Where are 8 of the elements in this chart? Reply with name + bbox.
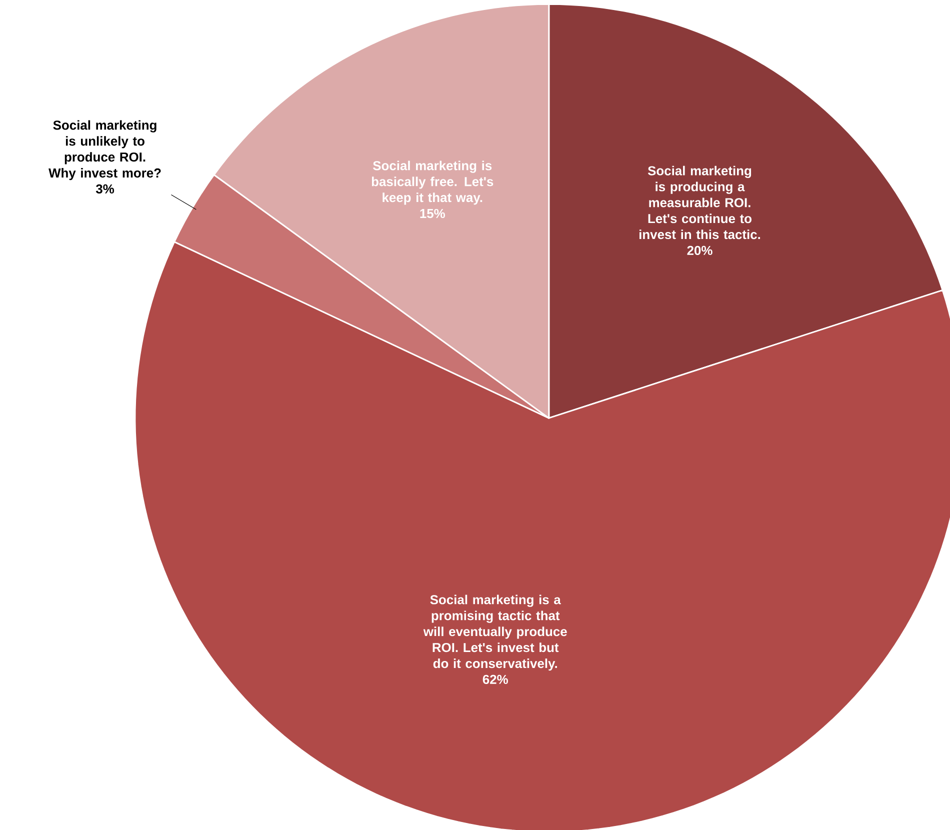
slice-label: Social marketing is producing a measurable ROI. Let's continue to invest in this tactic. [639, 166, 760, 240]
slice-label: Social marketing is a promising tactic that will eventually produce ROI. Let's invest but do it conservatively. [423, 594, 567, 671]
data-label: 3% [96, 184, 114, 194]
slice-label: Social marketing is unlikely to produce ROI. Why invest more? [48, 120, 161, 180]
data-label: 62% [482, 674, 508, 684]
slice-label: Social marketing is basically free. Let's keep it that way. [372, 160, 494, 205]
data-label: 20% [687, 246, 712, 256]
data-label: 15% [420, 208, 445, 218]
